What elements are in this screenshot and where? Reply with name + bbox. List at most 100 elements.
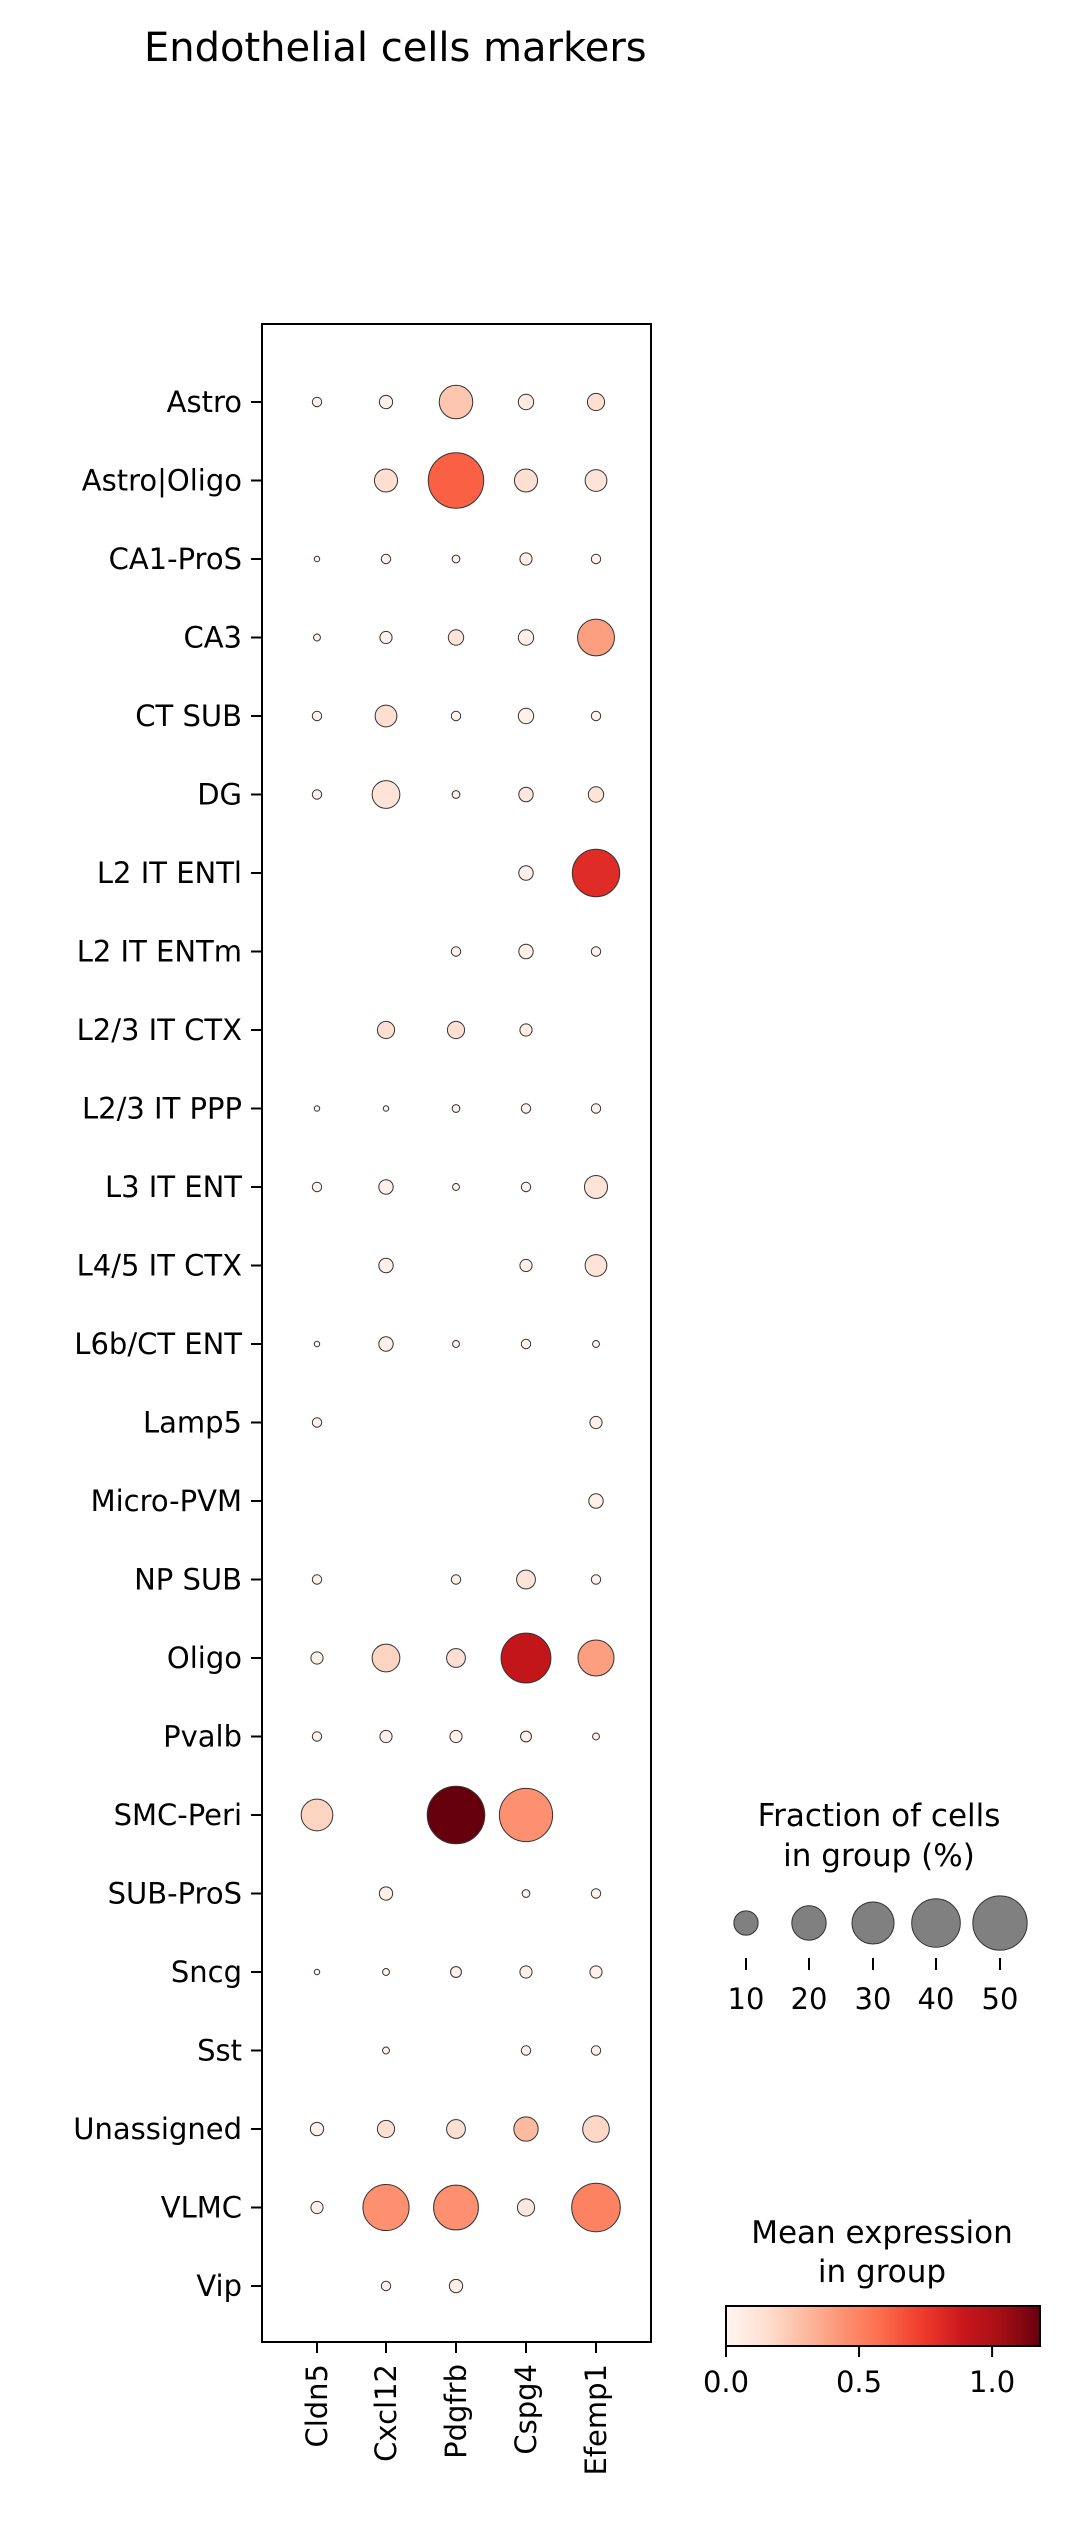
- dot: [378, 394, 394, 410]
- dot: [587, 786, 605, 803]
- dot: [371, 780, 401, 809]
- size-legend-label: 30: [855, 1982, 892, 2016]
- size-legend-dot: [733, 1910, 759, 1936]
- y-tick-label: CT SUB: [135, 699, 242, 733]
- y-tick-label: L6b/CT ENT: [74, 1327, 242, 1361]
- y-tick-label: Astro|Oligo: [82, 464, 242, 498]
- dot: [374, 704, 398, 728]
- dot: [519, 1965, 533, 1979]
- x-tick-label: Cspg4: [509, 2364, 543, 2455]
- dot: [447, 629, 465, 646]
- dot: [433, 2184, 479, 2231]
- y-tick-label: Lamp5: [143, 1406, 242, 1440]
- dot: [379, 630, 393, 645]
- size-legend-label: 20: [791, 1982, 828, 2016]
- dot: [311, 396, 323, 408]
- dot: [452, 1183, 460, 1191]
- dot: [382, 1968, 390, 1976]
- y-tick-label: SMC-Peri: [114, 1798, 242, 1832]
- dot: [516, 1569, 536, 1590]
- dot: [438, 384, 474, 420]
- dot: [589, 1415, 603, 1430]
- size-legend: Fraction of cells in group (%) 10 20 30 40 5…: [728, 1798, 1028, 2016]
- dot: [513, 2116, 539, 2142]
- dot: [571, 848, 621, 898]
- dot: [311, 789, 323, 800]
- y-tick-label: L2 IT ENTl: [97, 856, 242, 890]
- y-tick-label: SUB-ProS: [108, 1877, 242, 1911]
- dot: [311, 1574, 323, 1585]
- dot: [583, 1174, 609, 1200]
- dot: [371, 1643, 401, 1673]
- dot: [311, 1417, 323, 1428]
- dot: [584, 469, 608, 492]
- dot: [590, 946, 602, 957]
- dot: [450, 946, 462, 957]
- dot: [378, 1886, 394, 1901]
- dot: [586, 392, 606, 412]
- size-legend-label: 50: [982, 1982, 1019, 2016]
- y-tick-label: L2/3 IT PPP: [82, 1092, 242, 1126]
- dot: [380, 553, 392, 565]
- x-tick-label: Cxcl12: [369, 2364, 403, 2462]
- dot: [310, 2200, 324, 2215]
- y-tick-label: Sst: [197, 2034, 242, 2068]
- size-legend-title: Fraction of cells: [758, 1798, 1001, 1834]
- dot: [518, 865, 534, 881]
- dot: [589, 1965, 603, 1979]
- y-tick-label: NP SUB: [134, 1563, 242, 1597]
- y-tick-label: CA1-ProS: [109, 542, 242, 576]
- dot: [373, 468, 399, 493]
- dot: [513, 468, 539, 493]
- x-axis: Cldn5 Cxcl12 Pdgfrb Cspg4 Efemp1: [300, 2342, 613, 2475]
- y-tick-label: L2 IT ENTm: [77, 935, 242, 969]
- dot: [592, 1340, 600, 1348]
- dot: [376, 1020, 396, 1040]
- dot: [592, 1732, 600, 1741]
- y-axis: Astro Astro|Oligo CA1-ProS CA3 CT SUB DG L2 IT…: [73, 385, 262, 2303]
- dot: [588, 1493, 604, 1509]
- dot: [427, 452, 485, 509]
- dot: [449, 1729, 463, 1744]
- dot: [517, 629, 535, 646]
- y-tick-label: L2/3 IT CTX: [77, 1013, 242, 1047]
- dot: [313, 1105, 321, 1112]
- dot: [313, 1340, 321, 1348]
- size-legend-label: 10: [728, 1982, 765, 2016]
- dot: [520, 2045, 532, 2056]
- dot: [519, 1258, 533, 1273]
- size-legend-dot: [851, 1901, 895, 1945]
- y-tick-label: Astro: [167, 385, 242, 419]
- dot: [590, 1103, 602, 1114]
- color-legend-title-line2: in group: [818, 2254, 946, 2290]
- colorbar-tick-label: 1.0: [969, 2365, 1015, 2399]
- dot: [378, 1179, 394, 1195]
- dot: [519, 1023, 533, 1037]
- dot: [590, 553, 602, 565]
- dot: [520, 1338, 532, 1350]
- dot: [382, 1105, 390, 1112]
- dot: [446, 1648, 466, 1668]
- dot: [313, 633, 321, 642]
- dot: [379, 1729, 393, 1744]
- dot: [451, 554, 461, 564]
- size-legend-label: 40: [918, 1982, 955, 2016]
- y-tick-label: Vip: [196, 2269, 242, 2303]
- chart-title: Endothelial cells markers: [144, 25, 647, 71]
- dot: [517, 393, 535, 411]
- dot: [519, 552, 533, 566]
- dot: [516, 2198, 536, 2217]
- dot: [313, 555, 321, 563]
- dot: [518, 943, 534, 960]
- dot: [498, 1787, 554, 1843]
- dot: [450, 710, 462, 722]
- dot: [378, 1336, 394, 1352]
- dot: [452, 1340, 460, 1348]
- dot: [382, 2046, 390, 2055]
- y-tick-label: DG: [197, 778, 242, 812]
- x-tick-label: Pdgfrb: [439, 2364, 473, 2459]
- y-tick-label: Oligo: [167, 1641, 242, 1675]
- dots-layer: [300, 384, 621, 2294]
- dot: [571, 2182, 621, 2233]
